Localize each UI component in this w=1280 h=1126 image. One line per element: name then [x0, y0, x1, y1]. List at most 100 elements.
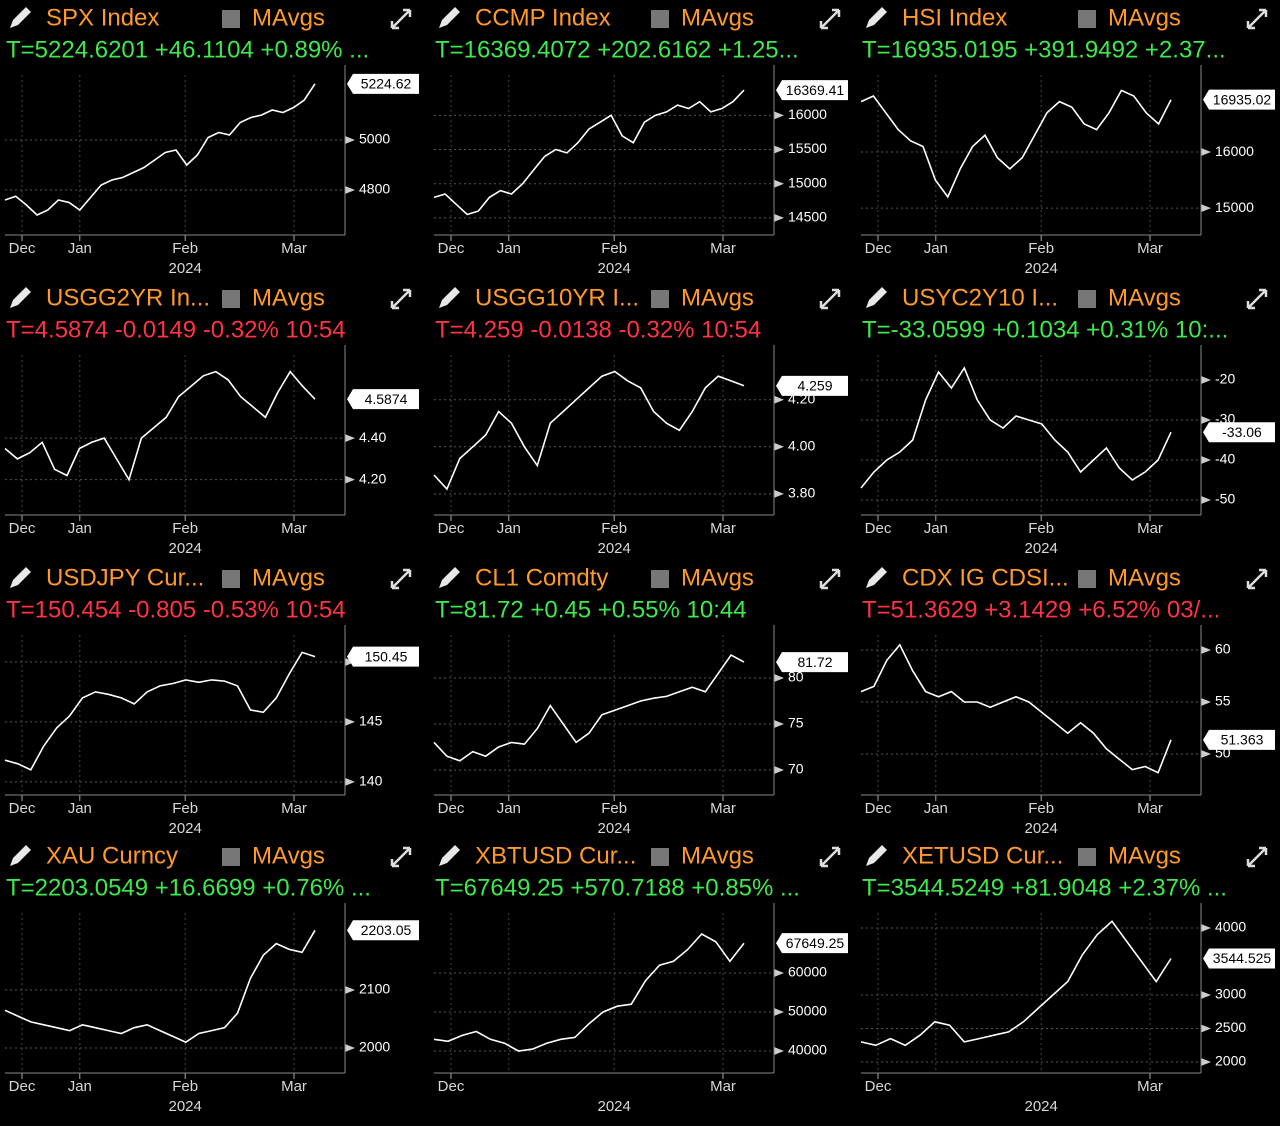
- chart-title: CL1 Comdty: [475, 564, 608, 591]
- price-line: [4, 83, 316, 216]
- expand-icon[interactable]: [390, 846, 412, 868]
- mavgs-checkbox[interactable]: [1078, 848, 1096, 866]
- chart-panel: XBTUSD Cur... MAvgs T=67649.25 +570.7188 +…: [433, 842, 848, 1115]
- chart-panel: CDX IG CDSI... MAvgs T=51.3629 +3.1429 +6.…: [860, 564, 1275, 837]
- x-year-label: 2024: [598, 260, 631, 277]
- last-value-box: [776, 933, 848, 954]
- edit-icon[interactable]: [439, 7, 460, 28]
- y-tick-label: 75: [788, 715, 804, 731]
- y-tick-label: 4800: [359, 181, 390, 197]
- price-line: [860, 920, 1172, 1047]
- x-tick-label: Mar: [710, 800, 736, 817]
- y-tick-mark: [345, 136, 355, 144]
- expand-icon[interactable]: [1246, 846, 1268, 868]
- expand-icon[interactable]: [1246, 568, 1268, 590]
- price-line: [433, 370, 745, 491]
- y-tick-mark: [345, 434, 355, 443]
- y-tick-label: 2100: [359, 981, 390, 997]
- edit-icon[interactable]: [439, 845, 460, 866]
- mavgs-checkbox[interactable]: [222, 290, 240, 308]
- chart-title: SPX Index: [46, 4, 159, 31]
- chart-panel: USDJPY Cur... MAvgs T=150.454 -0.805 -0.53…: [4, 564, 419, 837]
- y-tick-label: 2000: [1215, 1053, 1246, 1069]
- expand-icon[interactable]: [819, 568, 841, 590]
- x-tick-label: Dec: [865, 1078, 892, 1095]
- x-year-label: 2024: [1025, 820, 1058, 837]
- expand-icon[interactable]: [1246, 8, 1268, 30]
- edit-icon[interactable]: [866, 845, 887, 866]
- chart-panel: USGG2YR In... MAvgs T=4.5874 -0.0149 -0.32…: [4, 284, 419, 557]
- price-line: [433, 932, 745, 1052]
- y-tick-mark: [1201, 148, 1211, 157]
- last-value-box: [776, 80, 848, 101]
- x-year-label: 2024: [169, 540, 202, 557]
- expand-icon[interactable]: [390, 8, 412, 30]
- x-tick-label: Dec: [9, 800, 36, 817]
- last-value-box: [1203, 89, 1275, 110]
- expand-icon[interactable]: [390, 288, 412, 310]
- mavgs-label: MAvgs: [1108, 842, 1181, 869]
- last-value-box: [1203, 729, 1275, 750]
- y-tick-label: 50000: [788, 1003, 827, 1019]
- x-year-label: 2024: [1025, 540, 1058, 557]
- chart-subtitle: T=16369.4072 +202.6162 +1.25...: [435, 36, 799, 63]
- edit-icon[interactable]: [866, 7, 887, 28]
- x-tick-label: Jan: [497, 800, 521, 817]
- mavgs-checkbox[interactable]: [651, 290, 669, 308]
- mavgs-checkbox[interactable]: [1078, 10, 1096, 28]
- chart-panel: HSI Index MAvgs T=16935.0195 +391.9492 +2.…: [860, 4, 1275, 277]
- x-tick-label: Dec: [865, 800, 892, 817]
- edit-icon[interactable]: [866, 287, 887, 308]
- expand-icon[interactable]: [819, 288, 841, 310]
- mavgs-checkbox[interactable]: [651, 10, 669, 28]
- x-tick-label: Mar: [281, 800, 307, 817]
- mavgs-checkbox[interactable]: [651, 570, 669, 588]
- y-tick-mark: [774, 969, 784, 978]
- chart-title: XBTUSD Cur...: [475, 842, 636, 869]
- y-tick-label: 14500: [788, 209, 827, 225]
- expand-icon[interactable]: [819, 846, 841, 868]
- y-tick-label: 145: [359, 713, 383, 729]
- y-tick-mark: [774, 179, 784, 188]
- y-tick-label: 4000: [1215, 919, 1246, 935]
- x-year-label: 2024: [598, 1098, 631, 1115]
- x-year-label: 2024: [1025, 260, 1058, 277]
- x-tick-label: Jan: [497, 240, 521, 257]
- last-value-label: 2203.05: [361, 922, 412, 938]
- edit-icon[interactable]: [10, 845, 31, 866]
- mavgs-checkbox[interactable]: [222, 848, 240, 866]
- mavgs-checkbox[interactable]: [1078, 290, 1096, 308]
- last-value-box: [776, 652, 848, 673]
- y-tick-mark: [1201, 416, 1211, 424]
- edit-icon[interactable]: [866, 567, 887, 588]
- chart-panel: XAU Curncy MAvgs T=2203.0549 +16.6699 +0.7…: [4, 842, 419, 1115]
- x-tick-label: Jan: [924, 240, 948, 257]
- edit-icon[interactable]: [10, 567, 31, 588]
- chart-title: XETUSD Cur...: [902, 842, 1063, 869]
- chart-subtitle: T=5224.6201 +46.1104 +0.89% ...: [6, 36, 369, 63]
- edit-icon[interactable]: [439, 287, 460, 308]
- y-tick-mark: [1201, 456, 1211, 464]
- expand-icon[interactable]: [390, 568, 412, 590]
- edit-icon[interactable]: [439, 567, 460, 588]
- expand-icon[interactable]: [1246, 288, 1268, 310]
- chart-title: CDX IG CDSI...: [902, 564, 1069, 591]
- edit-icon[interactable]: [10, 287, 31, 308]
- mavgs-checkbox[interactable]: [1078, 570, 1096, 588]
- edit-icon[interactable]: [10, 7, 31, 28]
- price-line: [4, 929, 316, 1044]
- mavgs-checkbox[interactable]: [651, 848, 669, 866]
- y-tick-mark: [1201, 750, 1211, 759]
- x-tick-label: Dec: [438, 240, 465, 257]
- x-tick-label: Feb: [172, 520, 198, 537]
- price-line: [860, 643, 1172, 774]
- x-tick-label: Feb: [172, 800, 198, 817]
- price-line: [433, 653, 745, 762]
- last-value-box: [347, 73, 419, 94]
- y-tick-label: -50: [1215, 491, 1235, 507]
- chart-title: USDJPY Cur...: [46, 564, 204, 591]
- mavgs-checkbox[interactable]: [222, 570, 240, 588]
- x-tick-label: Feb: [1028, 240, 1054, 257]
- mavgs-checkbox[interactable]: [222, 10, 240, 28]
- expand-icon[interactable]: [819, 8, 841, 30]
